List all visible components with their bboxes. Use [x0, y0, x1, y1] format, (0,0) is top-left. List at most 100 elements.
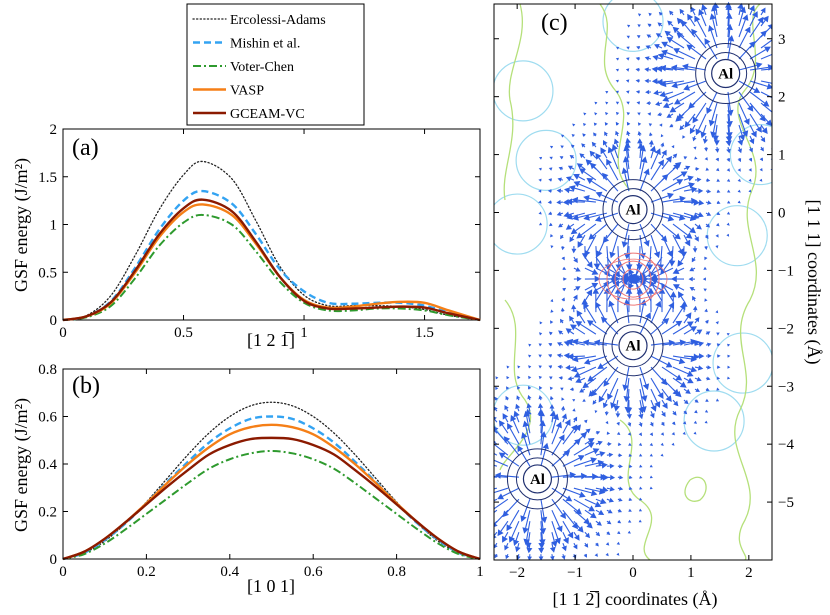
- field-arrow: [661, 410, 666, 417]
- field-arrow: [704, 298, 708, 302]
- field-arrow: [649, 432, 653, 437]
- field-arrow: [626, 101, 630, 105]
- field-arrow: [705, 167, 710, 171]
- field-arrow: [639, 388, 647, 413]
- interstitial-ring: [622, 268, 644, 290]
- panel-a-ytick-label: 0: [50, 313, 58, 329]
- field-arrow: [650, 377, 664, 399]
- contour-cyan: [683, 390, 745, 452]
- field-arrow: [667, 20, 674, 27]
- field-arrow: [494, 441, 498, 445]
- atom-al-3: Al: [602, 315, 664, 377]
- field-arrow: [582, 133, 586, 137]
- field-arrow: [587, 366, 608, 382]
- panel-a-xtick-label: 1.5: [415, 325, 434, 341]
- field-arrow: [660, 453, 664, 457]
- field-arrow: [694, 188, 704, 194]
- panel-a-ticks: 0 0.5 1 1.5 0 0.5 1 1.5 2: [38, 122, 480, 341]
- field-arrow: [635, 79, 641, 83]
- atom-ring-inner: [711, 58, 741, 89]
- field-arrow: [726, 168, 730, 172]
- field-arrow: [679, 124, 685, 131]
- field-arrow: [760, 135, 766, 143]
- atom-label: Al: [718, 67, 733, 83]
- atom-ring-middle: [611, 188, 655, 232]
- field-arrow: [606, 486, 615, 492]
- legend: Ercolessi-Adams Mishin et al. Voter-Chen VA…: [186, 3, 365, 126]
- field-arrow: [748, 168, 752, 172]
- field-arrow: [572, 399, 576, 402]
- field-arrow: [567, 353, 585, 360]
- field-arrow: [726, 146, 731, 154]
- field-arrow: [563, 211, 575, 218]
- field-arrow: [716, 376, 721, 380]
- field-arrow: [539, 321, 543, 325]
- field-arrow: [738, 80, 761, 93]
- field-arrow: [749, 11, 758, 27]
- field-arrow: [692, 295, 697, 302]
- field-arrow: [759, 168, 763, 172]
- field-arrow: [737, 189, 741, 193]
- panel-a-label: (a): [72, 135, 99, 161]
- field-arrow: [738, 113, 749, 137]
- field-arrow: [613, 399, 620, 412]
- field-arrow: [647, 112, 651, 116]
- field-arrow: [639, 156, 648, 181]
- field-arrow: [549, 145, 554, 149]
- field-arrow: [594, 101, 598, 105]
- field-arrow: [748, 146, 753, 153]
- field-arrow: [539, 332, 543, 336]
- field-arrow: [583, 123, 587, 127]
- field-arrow: [716, 178, 720, 182]
- field-arrow: [749, 46, 771, 60]
- field-arrow: [606, 497, 614, 503]
- field-arrow: [584, 428, 591, 434]
- field-arrow: [661, 195, 686, 203]
- legend-box: [186, 3, 365, 126]
- field-arrow: [716, 200, 721, 204]
- field-arrow: [549, 395, 554, 401]
- field-arrow: [626, 35, 630, 39]
- field-arrow: [540, 442, 549, 467]
- field-arrow: [494, 464, 498, 467]
- field-arrow: [628, 519, 632, 523]
- atom-al-1: Al: [695, 43, 757, 104]
- field-arrow: [595, 451, 606, 457]
- field-arrow: [760, 80, 772, 84]
- field-arrow: [749, 80, 772, 90]
- field-arrow: [650, 388, 661, 408]
- field-arrow: [664, 30, 674, 38]
- field-arrow: [538, 189, 542, 193]
- field-arrow: [628, 508, 632, 512]
- field-arrow: [661, 355, 686, 365]
- field-arrow: [570, 144, 575, 149]
- field-arrow: [726, 157, 731, 162]
- field-arrow: [538, 211, 542, 215]
- field-arrow: [517, 385, 521, 390]
- field-arrow: [570, 223, 586, 235]
- field-arrow: [684, 113, 696, 128]
- panel-b-curves: [62, 401, 481, 561]
- field-arrow: [725, 1, 732, 16]
- field-arrow: [587, 320, 608, 335]
- field-arrow: [683, 223, 696, 234]
- field-arrow: [705, 398, 709, 402]
- field-arrow: [683, 212, 700, 220]
- field-arrow: [567, 165, 575, 170]
- atom-label: Al: [530, 472, 545, 488]
- field-arrow: [716, 365, 721, 369]
- contour-green: [499, 299, 532, 471]
- field-arrow: [759, 157, 763, 162]
- field-arrow: [583, 302, 597, 324]
- field-arrow: [748, 189, 752, 193]
- field-arrow: [551, 509, 563, 533]
- field-arrow: [705, 387, 710, 392]
- panel-c-ticks: −2 −1 0 1 2 3 2 1 0 −1 −2 −3 −4 −5: [494, 4, 794, 581]
- field-arrow: [562, 472, 588, 480]
- field-arrow: [661, 155, 672, 170]
- field-arrow: [705, 211, 712, 216]
- field-arrow: [605, 552, 609, 557]
- field-arrow: [606, 431, 611, 435]
- field-arrow: [615, 68, 619, 72]
- field-arrow: [551, 487, 573, 502]
